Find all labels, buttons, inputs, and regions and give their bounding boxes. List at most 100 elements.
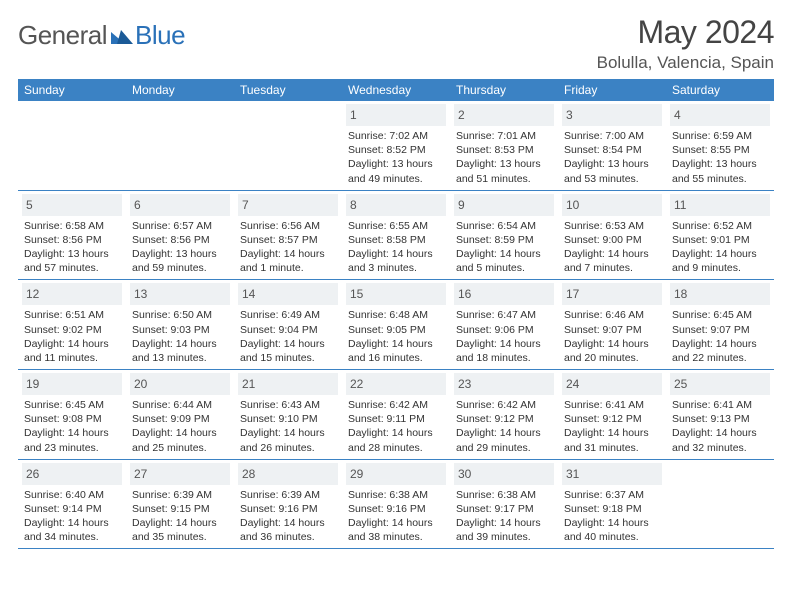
day-body: Sunrise: 6:59 AMSunset: 8:55 PMDaylight:… bbox=[670, 126, 770, 186]
daylight-line: Daylight: 14 hours and 15 minutes. bbox=[240, 337, 336, 365]
sunset-line: Sunset: 9:09 PM bbox=[132, 412, 228, 426]
day-number: 9 bbox=[458, 198, 465, 212]
day-number-bar: 12 bbox=[22, 283, 122, 305]
sunset-line: Sunset: 9:12 PM bbox=[564, 412, 660, 426]
day-body: Sunrise: 7:01 AMSunset: 8:53 PMDaylight:… bbox=[454, 126, 554, 186]
day-number-bar: 11 bbox=[670, 194, 770, 216]
sunset-line: Sunset: 9:00 PM bbox=[564, 233, 660, 247]
day-number: 6 bbox=[134, 198, 141, 212]
day-cell: 6Sunrise: 6:57 AMSunset: 8:56 PMDaylight… bbox=[126, 191, 234, 280]
day-number-bar: 25 bbox=[670, 373, 770, 395]
day-number-bar: 4 bbox=[670, 104, 770, 126]
day-body: Sunrise: 6:56 AMSunset: 8:57 PMDaylight:… bbox=[238, 216, 338, 276]
day-number-bar: 31 bbox=[562, 463, 662, 485]
day-number: 17 bbox=[566, 287, 579, 301]
day-body: Sunrise: 6:47 AMSunset: 9:06 PMDaylight:… bbox=[454, 305, 554, 365]
day-body: Sunrise: 7:02 AMSunset: 8:52 PMDaylight:… bbox=[346, 126, 446, 186]
day-cell bbox=[126, 101, 234, 190]
day-body: Sunrise: 6:42 AMSunset: 9:11 PMDaylight:… bbox=[346, 395, 446, 455]
day-body: Sunrise: 6:58 AMSunset: 8:56 PMDaylight:… bbox=[22, 216, 122, 276]
day-cell: 3Sunrise: 7:00 AMSunset: 8:54 PMDaylight… bbox=[558, 101, 666, 190]
day-number: 31 bbox=[566, 467, 579, 481]
week-row: 5 Sunrise: 6:58 AMSunset: 8:56 PMDaylight… bbox=[18, 191, 774, 281]
weekday-header: Wednesday bbox=[342, 79, 450, 101]
sunrise-line: Sunrise: 6:59 AM bbox=[672, 129, 768, 143]
day-number-bar: 9 bbox=[454, 194, 554, 216]
day-body: Sunrise: 6:41 AMSunset: 9:13 PMDaylight:… bbox=[670, 395, 770, 455]
sunset-line: Sunset: 8:55 PM bbox=[672, 143, 768, 157]
day-cell: 15 Sunrise: 6:48 AMSunset: 9:05 PMDayligh… bbox=[342, 280, 450, 369]
sunrise-line: Sunrise: 7:00 AM bbox=[564, 129, 660, 143]
sunrise-line: Sunrise: 6:48 AM bbox=[348, 308, 444, 322]
sunrise-line: Sunrise: 6:41 AM bbox=[672, 398, 768, 412]
daylight-line: Daylight: 13 hours and 51 minutes. bbox=[456, 157, 552, 185]
sunrise-line: Sunrise: 6:56 AM bbox=[240, 219, 336, 233]
day-number-bar: 28 bbox=[238, 463, 338, 485]
sunset-line: Sunset: 8:59 PM bbox=[456, 233, 552, 247]
daylight-line: Daylight: 14 hours and 1 minute. bbox=[240, 247, 336, 275]
day-cell: 12Sunrise: 6:51 AMSunset: 9:02 PMDayligh… bbox=[18, 280, 126, 369]
day-body: Sunrise: 6:39 AMSunset: 9:15 PMDaylight:… bbox=[130, 485, 230, 545]
day-number-bar: 8 bbox=[346, 194, 446, 216]
daylight-line: Daylight: 13 hours and 49 minutes. bbox=[348, 157, 444, 185]
sunset-line: Sunset: 9:07 PM bbox=[564, 323, 660, 337]
weekday-header: Tuesday bbox=[234, 79, 342, 101]
day-body: Sunrise: 6:51 AMSunset: 9:02 PMDaylight:… bbox=[22, 305, 122, 365]
sunrise-line: Sunrise: 6:42 AM bbox=[456, 398, 552, 412]
day-body: Sunrise: 6:42 AMSunset: 9:12 PMDaylight:… bbox=[454, 395, 554, 455]
week-row: 1Sunrise: 7:02 AMSunset: 8:52 PMDaylight… bbox=[18, 101, 774, 191]
day-body: Sunrise: 6:37 AMSunset: 9:18 PMDaylight:… bbox=[562, 485, 662, 545]
daylight-line: Daylight: 13 hours and 53 minutes. bbox=[564, 157, 660, 185]
sunset-line: Sunset: 9:17 PM bbox=[456, 502, 552, 516]
day-number-bar: 27 bbox=[130, 463, 230, 485]
day-number-bar: 14 bbox=[238, 283, 338, 305]
day-body: Sunrise: 6:49 AMSunset: 9:04 PMDaylight:… bbox=[238, 305, 338, 365]
day-number: 5 bbox=[26, 198, 33, 212]
daylight-line: Daylight: 14 hours and 36 minutes. bbox=[240, 516, 336, 544]
day-cell: 18Sunrise: 6:45 AMSunset: 9:07 PMDayligh… bbox=[666, 280, 774, 369]
day-cell bbox=[234, 101, 342, 190]
day-number: 13 bbox=[134, 287, 147, 301]
weekday-header: Friday bbox=[558, 79, 666, 101]
day-number-bar: 16 bbox=[454, 283, 554, 305]
day-body: Sunrise: 6:43 AMSunset: 9:10 PMDaylight:… bbox=[238, 395, 338, 455]
sunset-line: Sunset: 9:02 PM bbox=[24, 323, 120, 337]
day-number: 8 bbox=[350, 198, 357, 212]
day-number-bar: 20 bbox=[130, 373, 230, 395]
day-number-bar: 10 bbox=[562, 194, 662, 216]
day-number: 14 bbox=[242, 287, 255, 301]
day-body: Sunrise: 6:44 AMSunset: 9:09 PMDaylight:… bbox=[130, 395, 230, 455]
daylight-line: Daylight: 14 hours and 29 minutes. bbox=[456, 426, 552, 454]
day-body: Sunrise: 6:55 AMSunset: 8:58 PMDaylight:… bbox=[346, 216, 446, 276]
brand-logo: General Blue bbox=[18, 14, 185, 51]
day-number-bar: 30 bbox=[454, 463, 554, 485]
day-cell: 22Sunrise: 6:42 AMSunset: 9:11 PMDayligh… bbox=[342, 370, 450, 459]
sunrise-line: Sunrise: 6:38 AM bbox=[456, 488, 552, 502]
day-cell: 10Sunrise: 6:53 AMSunset: 9:00 PMDayligh… bbox=[558, 191, 666, 280]
sunset-line: Sunset: 8:56 PM bbox=[24, 233, 120, 247]
daylight-line: Daylight: 14 hours and 38 minutes. bbox=[348, 516, 444, 544]
sunset-line: Sunset: 9:12 PM bbox=[456, 412, 552, 426]
day-number: 26 bbox=[26, 467, 39, 481]
daylight-line: Daylight: 14 hours and 23 minutes. bbox=[24, 426, 120, 454]
daylight-line: Daylight: 14 hours and 28 minutes. bbox=[348, 426, 444, 454]
daylight-line: Daylight: 14 hours and 34 minutes. bbox=[24, 516, 120, 544]
title-block: May 2024 Bolulla, Valencia, Spain bbox=[597, 14, 774, 73]
sunrise-line: Sunrise: 6:49 AM bbox=[240, 308, 336, 322]
day-number: 24 bbox=[566, 377, 579, 391]
daylight-line: Daylight: 14 hours and 11 minutes. bbox=[24, 337, 120, 365]
day-cell: 9Sunrise: 6:54 AMSunset: 8:59 PMDaylight… bbox=[450, 191, 558, 280]
day-cell: 1Sunrise: 7:02 AMSunset: 8:52 PMDaylight… bbox=[342, 101, 450, 190]
sunset-line: Sunset: 9:18 PM bbox=[564, 502, 660, 516]
daylight-line: Daylight: 14 hours and 16 minutes. bbox=[348, 337, 444, 365]
sunset-line: Sunset: 9:11 PM bbox=[348, 412, 444, 426]
day-number: 30 bbox=[458, 467, 471, 481]
sunset-line: Sunset: 9:06 PM bbox=[456, 323, 552, 337]
daylight-line: Daylight: 14 hours and 3 minutes. bbox=[348, 247, 444, 275]
week-row: 19Sunrise: 6:45 AMSunset: 9:08 PMDayligh… bbox=[18, 370, 774, 460]
sunset-line: Sunset: 9:05 PM bbox=[348, 323, 444, 337]
day-body: Sunrise: 6:46 AMSunset: 9:07 PMDaylight:… bbox=[562, 305, 662, 365]
daylight-line: Daylight: 14 hours and 20 minutes. bbox=[564, 337, 660, 365]
month-title: May 2024 bbox=[597, 14, 774, 51]
day-number-bar: 15 bbox=[346, 283, 446, 305]
